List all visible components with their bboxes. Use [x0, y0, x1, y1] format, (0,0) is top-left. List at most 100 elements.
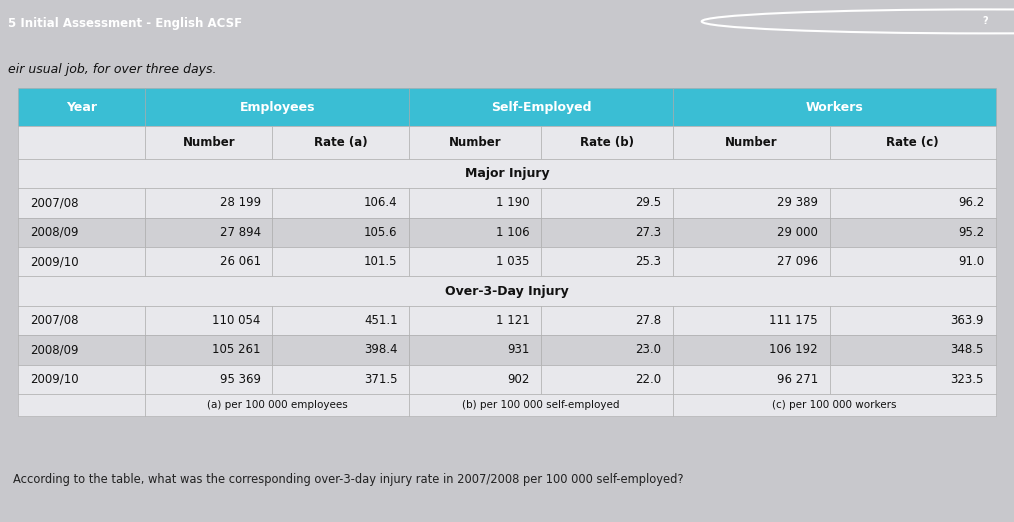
Text: 29 389: 29 389 — [777, 196, 818, 209]
Text: Self-Employed: Self-Employed — [491, 101, 591, 114]
Text: 91.0: 91.0 — [958, 255, 984, 268]
Text: 96 271: 96 271 — [777, 373, 818, 386]
Text: Workers: Workers — [805, 101, 863, 114]
Bar — [273, 364, 410, 394]
Bar — [410, 88, 673, 126]
Bar — [273, 218, 410, 247]
Text: 2007/08: 2007/08 — [30, 314, 78, 327]
Text: Rate (a): Rate (a) — [314, 136, 368, 149]
Bar — [410, 394, 673, 416]
Bar — [410, 126, 541, 159]
Bar — [145, 247, 273, 276]
Text: 111 175: 111 175 — [770, 314, 818, 327]
Text: 2009/10: 2009/10 — [30, 255, 79, 268]
Text: 5 Initial Assessment - English ACSF: 5 Initial Assessment - English ACSF — [8, 17, 242, 30]
Bar — [145, 364, 273, 394]
Text: Major Injury: Major Injury — [464, 167, 550, 180]
Bar — [18, 247, 145, 276]
Text: 2008/09: 2008/09 — [30, 226, 78, 239]
Bar — [541, 126, 673, 159]
Text: 2009/10: 2009/10 — [30, 373, 79, 386]
Bar — [145, 394, 410, 416]
Bar — [410, 188, 541, 218]
Bar — [18, 126, 145, 159]
Text: 1 106: 1 106 — [496, 226, 529, 239]
Text: 1 190: 1 190 — [496, 196, 529, 209]
Text: 323.5: 323.5 — [951, 373, 984, 386]
Bar — [673, 247, 829, 276]
Bar — [273, 188, 410, 218]
Bar — [829, 218, 996, 247]
Bar — [18, 218, 145, 247]
Text: Year: Year — [66, 101, 97, 114]
Text: 1 035: 1 035 — [496, 255, 529, 268]
Text: 101.5: 101.5 — [364, 255, 397, 268]
Bar — [410, 364, 541, 394]
Text: (b) per 100 000 self-employed: (b) per 100 000 self-employed — [462, 400, 620, 410]
Bar — [18, 364, 145, 394]
Bar — [410, 335, 541, 364]
Bar — [273, 247, 410, 276]
Text: 363.9: 363.9 — [950, 314, 984, 327]
Bar — [541, 306, 673, 335]
Bar — [18, 335, 145, 364]
Bar — [410, 306, 541, 335]
Text: 110 054: 110 054 — [212, 314, 261, 327]
Bar — [829, 364, 996, 394]
Text: 95.2: 95.2 — [958, 226, 984, 239]
Text: 902: 902 — [507, 373, 529, 386]
Bar — [673, 126, 829, 159]
Bar — [18, 88, 145, 126]
Bar — [18, 276, 996, 306]
Bar — [410, 218, 541, 247]
Text: 451.1: 451.1 — [364, 314, 397, 327]
Text: (a) per 100 000 employees: (a) per 100 000 employees — [207, 400, 348, 410]
Text: 95 369: 95 369 — [220, 373, 261, 386]
Text: Rate (b): Rate (b) — [580, 136, 634, 149]
Bar — [829, 188, 996, 218]
Text: 22.0: 22.0 — [636, 373, 661, 386]
Bar — [673, 394, 996, 416]
Bar — [541, 247, 673, 276]
Bar — [145, 188, 273, 218]
Bar — [145, 335, 273, 364]
Text: 348.5: 348.5 — [951, 343, 984, 357]
Text: 1 121: 1 121 — [496, 314, 529, 327]
Bar — [673, 188, 829, 218]
Text: 28 199: 28 199 — [220, 196, 261, 209]
Text: Over-3-Day Injury: Over-3-Day Injury — [445, 284, 569, 298]
Bar — [829, 247, 996, 276]
Bar — [145, 88, 410, 126]
Bar — [673, 335, 829, 364]
Bar — [145, 218, 273, 247]
Text: 398.4: 398.4 — [364, 343, 397, 357]
Text: 29.5: 29.5 — [636, 196, 661, 209]
Bar — [673, 88, 996, 126]
Bar — [145, 126, 273, 159]
Text: Number: Number — [183, 136, 235, 149]
Text: 23.0: 23.0 — [636, 343, 661, 357]
Text: 96.2: 96.2 — [958, 196, 984, 209]
Text: 106.4: 106.4 — [364, 196, 397, 209]
Bar — [18, 188, 145, 218]
Bar — [541, 218, 673, 247]
Text: Rate (c): Rate (c) — [886, 136, 939, 149]
Bar — [18, 394, 145, 416]
Text: 27.8: 27.8 — [636, 314, 661, 327]
Bar — [145, 306, 273, 335]
Text: According to the table, what was the corresponding over-3-day injury rate in 200: According to the table, what was the cor… — [13, 473, 683, 485]
Text: 105.6: 105.6 — [364, 226, 397, 239]
Text: Number: Number — [725, 136, 778, 149]
Bar — [18, 306, 145, 335]
Bar — [673, 306, 829, 335]
Text: eir usual job, for over three days.: eir usual job, for over three days. — [8, 63, 217, 76]
Text: 931: 931 — [507, 343, 529, 357]
Text: 27 096: 27 096 — [777, 255, 818, 268]
Text: 27.3: 27.3 — [636, 226, 661, 239]
Bar — [673, 218, 829, 247]
Text: Employees: Employees — [239, 101, 315, 114]
Text: 2008/09: 2008/09 — [30, 343, 78, 357]
Bar — [829, 126, 996, 159]
Bar — [541, 188, 673, 218]
Text: 105 261: 105 261 — [212, 343, 261, 357]
